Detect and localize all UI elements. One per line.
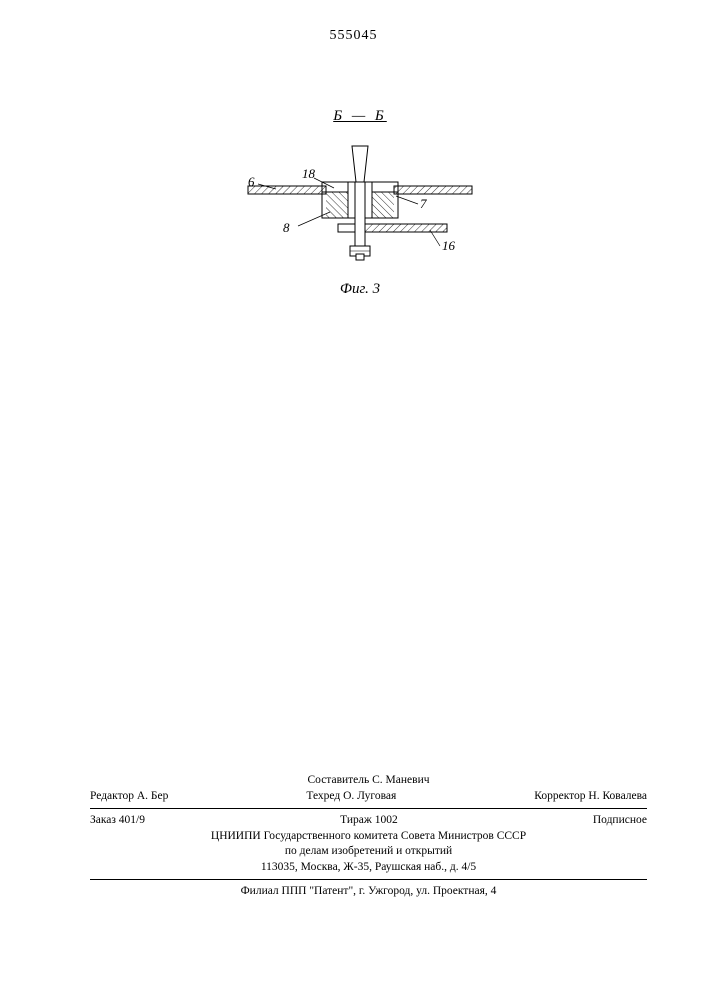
footer-order: Заказ 401/9: [90, 813, 145, 829]
footer-branch: Филиал ППП "Патент", г. Ужгород, ул. Про…: [90, 884, 647, 900]
callout-7: 7: [420, 196, 427, 212]
figure-svg: [230, 126, 490, 286]
footer-address: 113035, Москва, Ж-35, Раушская наб., д. …: [90, 860, 647, 876]
footer-compiler: Составитель С. Маневич: [90, 773, 647, 789]
footer-subscription: Подписное: [593, 813, 647, 829]
footer-rule-2: [90, 879, 647, 880]
diagram-area: Б — Б: [230, 108, 490, 298]
page: 555045 Б — Б: [0, 0, 707, 1000]
section-label: Б — Б: [230, 108, 490, 125]
footer-block: Составитель С. Маневич Редактор А. Бер Т…: [90, 773, 647, 900]
figure-caption: Фиг. 3: [230, 281, 490, 298]
footer-tech-editor: Техред О. Луговая: [306, 789, 396, 805]
footer-editor: Редактор А. Бер: [90, 789, 168, 805]
callout-8: 8: [283, 220, 290, 236]
callout-18: 18: [302, 166, 315, 182]
footer-corrector: Корректор Н. Ковалева: [534, 789, 647, 805]
footer-rule-1: [90, 808, 647, 809]
footer-org-1: ЦНИИПИ Государственного комитета Совета …: [90, 829, 647, 845]
footer-org-2: по делам изобретений и открытий: [90, 844, 647, 860]
callout-16: 16: [442, 238, 455, 254]
footer-row-staff: Редактор А. Бер Техред О. Луговая Коррек…: [90, 789, 647, 805]
footer-row-order: Заказ 401/9 Тираж 1002 Подписное: [90, 813, 647, 829]
footer-circulation: Тираж 1002: [340, 813, 398, 829]
callout-6: 6: [248, 174, 255, 190]
patent-number: 555045: [0, 28, 707, 44]
